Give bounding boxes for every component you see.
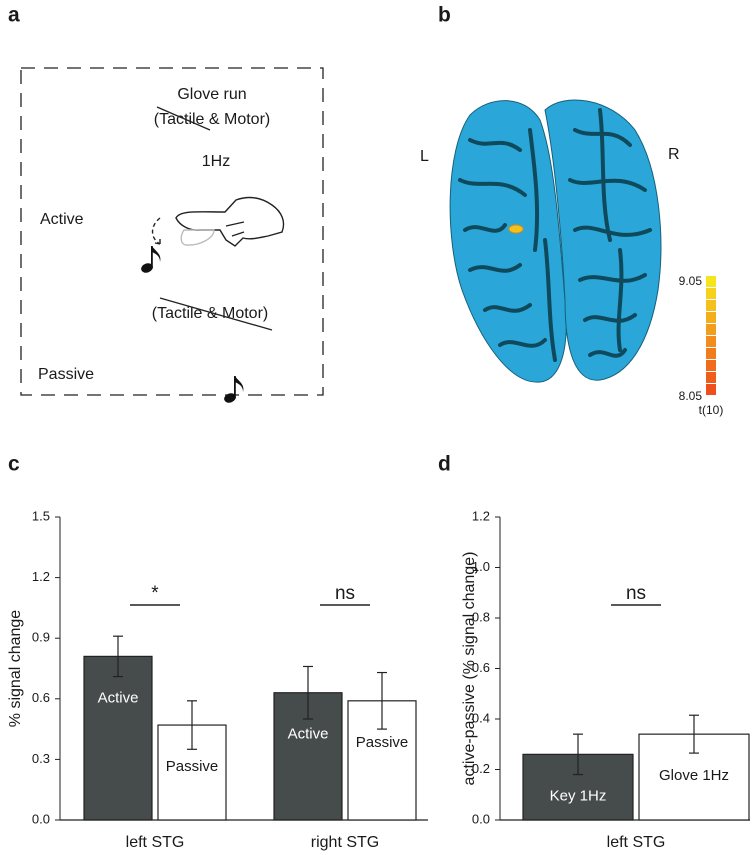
colorbar-step	[706, 276, 716, 287]
y-tick-label: 0.0	[32, 811, 50, 826]
panel-letter: a	[8, 4, 20, 27]
panel-letter: b	[438, 4, 451, 27]
rate-text: 1Hz	[202, 153, 230, 170]
colorbar-step	[706, 324, 716, 335]
y-tick-label: 1.2	[472, 508, 490, 523]
bar-label: Passive	[356, 734, 409, 751]
y-tick-label: 1.2	[32, 569, 50, 584]
bar-label: Active	[288, 726, 329, 743]
y-tick-label: 0.6	[32, 690, 50, 705]
bar-label: Key 1Hz	[550, 787, 607, 804]
x-tick-label: right STG	[311, 834, 379, 851]
panel-letter: c	[8, 453, 20, 476]
colorbar-step	[706, 372, 716, 383]
x-tick-label: left STG	[126, 834, 185, 851]
y-axis-label: % signal change	[7, 610, 24, 728]
hand-drawing	[151, 196, 285, 247]
colorbar	[706, 276, 716, 395]
right-hemisphere	[544, 99, 662, 381]
colorbar-min: 8.05	[679, 389, 703, 403]
y-tick-label: 0.3	[32, 751, 50, 766]
y-tick-label: 0.2	[472, 761, 490, 776]
strike-line	[156, 106, 211, 131]
hemisphere-label: R	[668, 146, 680, 163]
colorbar-max: 9.05	[679, 274, 703, 288]
y-tick-label: 1.0	[472, 559, 490, 574]
y-tick-label: 0.9	[32, 630, 50, 645]
music-note	[224, 376, 244, 403]
condition-label: Active	[40, 211, 84, 228]
significance-label: ns	[335, 583, 355, 604]
dashed-frame	[20, 67, 324, 396]
significance-label: ns	[626, 583, 646, 604]
colorbar-step	[706, 312, 716, 323]
run-title: Glove run	[177, 86, 246, 103]
y-axis-label: active-passive (% signal change)	[461, 552, 478, 786]
activation-blob	[508, 224, 524, 234]
condition-label: Passive	[38, 366, 94, 383]
panel-a: Glove run (Tactile & Motor) 1Hz Active (…	[20, 67, 324, 403]
bar-label: Passive	[166, 758, 219, 775]
y-tick-label: 0.8	[472, 609, 490, 624]
sulci	[458, 108, 652, 362]
colorbar-step	[706, 336, 716, 347]
bar	[83, 655, 153, 821]
colorbar-step	[706, 360, 716, 371]
y-tick-label: 0.6	[472, 660, 490, 675]
colorbar-label: t(10)	[699, 403, 724, 417]
hemisphere-label: L	[420, 148, 429, 165]
stimulus-text: (Tactile & Motor)	[152, 305, 268, 322]
panel-letter: d	[438, 453, 451, 476]
x-tick-label: left STG	[607, 834, 666, 851]
y-tick-label: 1.5	[32, 508, 50, 523]
bar-label: Active	[98, 689, 139, 706]
y-tick-label: 0.0	[472, 811, 490, 826]
significance-label: *	[151, 583, 159, 604]
colorbar-step	[706, 300, 716, 311]
music-note	[141, 246, 161, 273]
stimulus-text: (Tactile & Motor)	[154, 111, 270, 128]
y-tick-label: 0.4	[472, 710, 490, 725]
bar	[347, 700, 417, 821]
panel-b: L R 9.05 8.05 t(10)	[420, 99, 724, 417]
strike-line	[159, 297, 273, 331]
bar-label: Glove 1Hz	[659, 767, 729, 784]
colorbar-step	[706, 288, 716, 299]
colorbar-step	[706, 384, 716, 395]
left-hemisphere	[449, 100, 567, 383]
colorbar-step	[706, 348, 716, 359]
